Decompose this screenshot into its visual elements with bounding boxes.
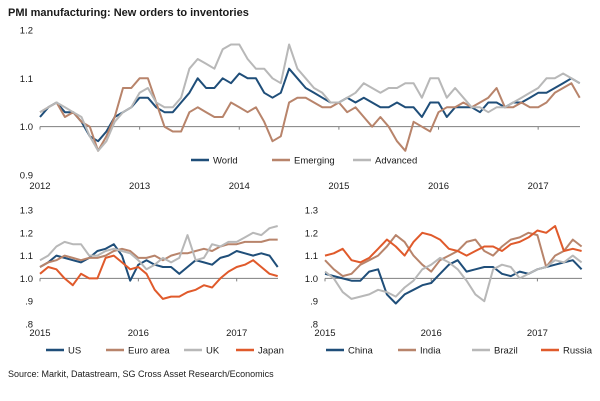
top-x-tick-label: 2012 [29, 181, 50, 192]
top-x-tick-label: 2014 [229, 181, 250, 192]
bottom-right-x-tick-label: 2017 [527, 328, 548, 339]
bottom-left-x-tick-label: 2016 [128, 328, 149, 339]
bottom-right-y-tick-label: 1.3 [305, 206, 318, 217]
top-legend-label: World [213, 156, 238, 167]
bottom-right-series-line-russia [324, 225, 582, 264]
top-series-line-emerging [39, 77, 581, 152]
bottom-left-x-tick-label: 2015 [29, 328, 50, 339]
bottom-left-legend-label: US [68, 346, 81, 357]
top-x-tick-label: 2013 [129, 181, 150, 192]
top-y-tick-label: 1.2 [20, 26, 33, 37]
bottom-right-series-line-brazil [324, 254, 583, 303]
top-x-tick-label: 2017 [528, 181, 549, 192]
top-series-line-advanced [39, 43, 581, 152]
bottom-left-legend-label: Euro area [128, 346, 170, 357]
bottom-right-x-tick-label: 2016 [421, 328, 442, 339]
bottom-right-y-tick-label: .9 [310, 297, 318, 308]
source-note: Source: Markit, Datastream, SG Cross Ass… [8, 369, 274, 379]
top-x-tick-label: 2016 [428, 181, 449, 192]
bottom-right-y-tick-label: 1.0 [305, 274, 318, 285]
bottom-right-x-tick-label: 2015 [314, 328, 335, 339]
bottom-right-legend-label: China [348, 346, 374, 357]
bottom-right-y-tick-label: .8 [310, 320, 318, 331]
top-y-tick-label: 0.9 [20, 171, 33, 182]
top-series-line-world [39, 67, 581, 143]
bottom-left-y-tick-label: .8 [25, 320, 33, 331]
chart-title: PMI manufacturing: New orders to invento… [8, 7, 249, 19]
bottom-right-legend-label: Brazil [494, 346, 518, 357]
bottom-left-series-line-euro-area [39, 238, 278, 268]
bottom-left-y-tick-label: 1.3 [20, 206, 33, 217]
bottom-left-legend-label: Japan [258, 346, 284, 357]
top-x-tick-label: 2015 [328, 181, 349, 192]
bottom-right-series-line-india [324, 231, 583, 278]
bottom-left-y-tick-label: 1.0 [20, 274, 33, 285]
bottom-left-series-line-uk [39, 225, 278, 271]
bottom-right-y-tick-label: 1.1 [305, 251, 318, 262]
bottom-left-y-tick-label: .9 [25, 297, 33, 308]
bottom-left-y-tick-label: 1.2 [20, 228, 33, 239]
top-legend-label: Advanced [375, 156, 417, 167]
bottom-right-legend-label: Russia [563, 346, 593, 357]
top-y-tick-label: 1.1 [20, 74, 33, 85]
bottom-left-x-tick-label: 2017 [226, 328, 247, 339]
bottom-right-y-tick-label: 1.2 [305, 228, 318, 239]
bottom-left-legend-label: UK [206, 346, 220, 357]
top-y-tick-label: 1.0 [20, 122, 33, 133]
bottom-right-legend-label: India [420, 346, 441, 357]
bottom-left-series-line-us [39, 243, 279, 282]
bottom-left-series-line-japan [39, 254, 278, 300]
top-legend-label: Emerging [294, 156, 335, 167]
bottom-left-y-tick-label: 1.1 [20, 251, 33, 262]
